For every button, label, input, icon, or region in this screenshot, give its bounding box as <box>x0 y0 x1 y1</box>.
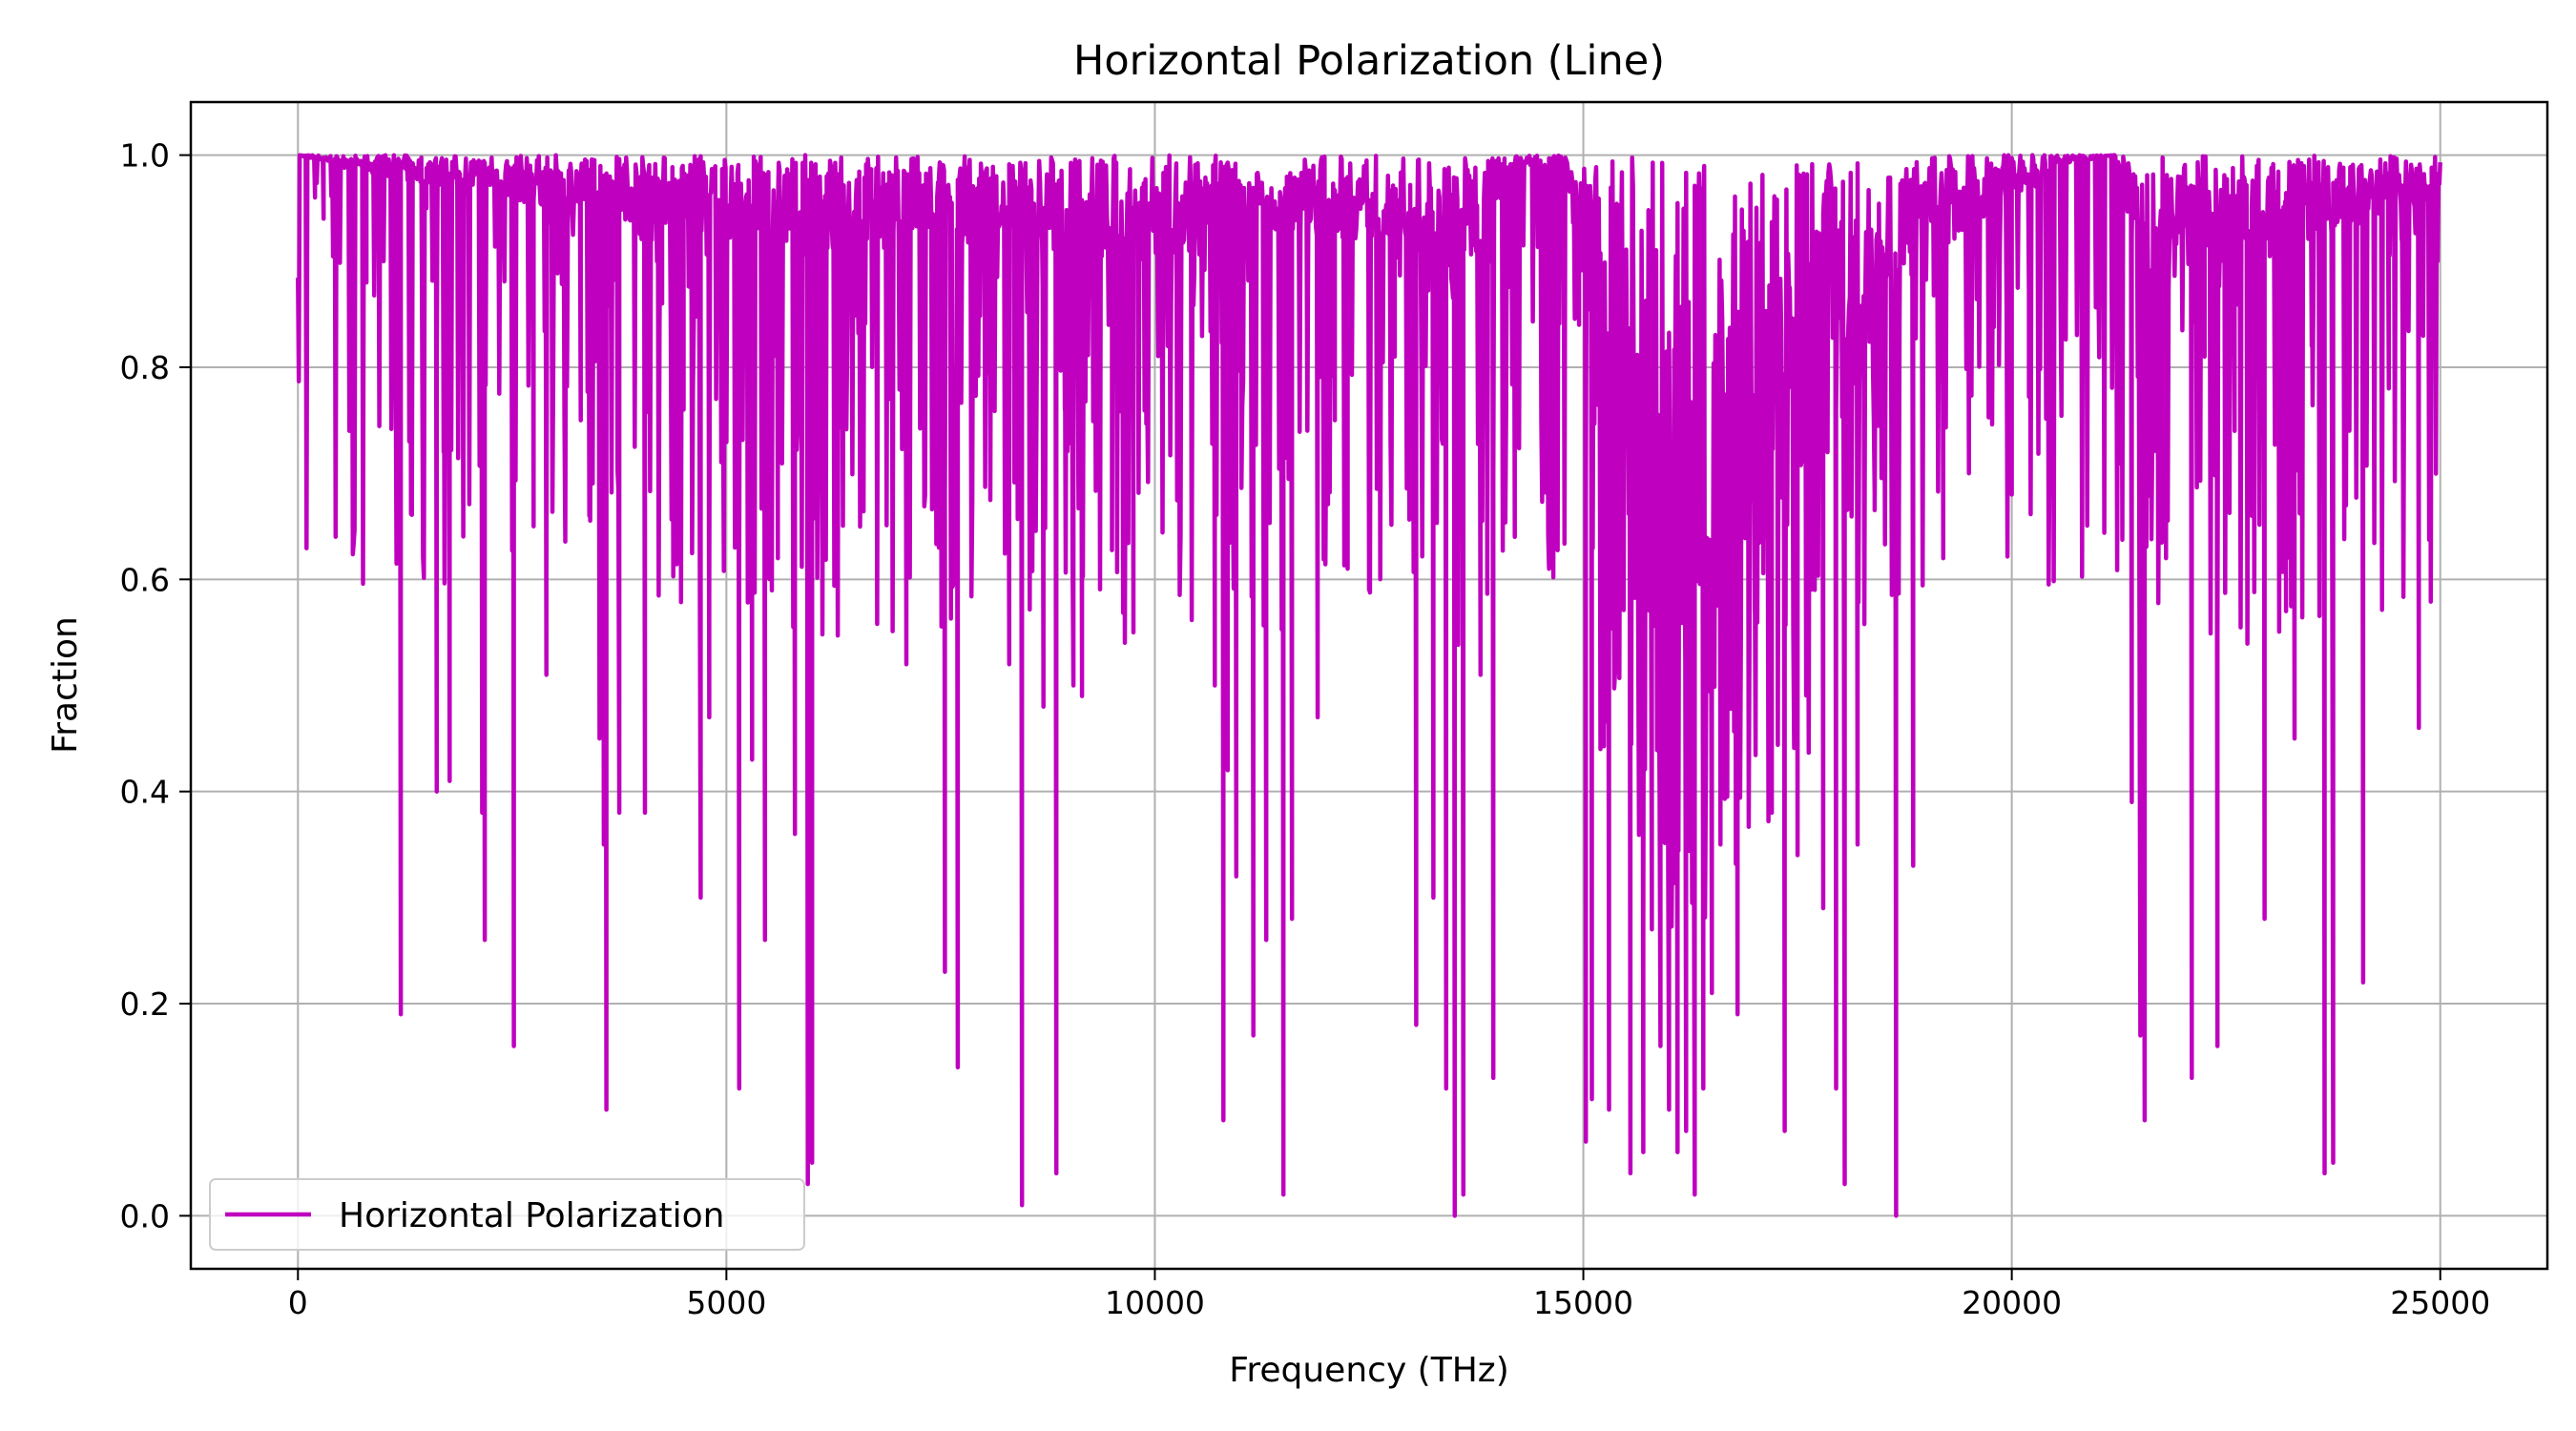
plot-frame <box>189 100 2549 1271</box>
series-line-horizontal-polarization <box>296 153 2442 1218</box>
x-tick-label: 5000 <box>686 1284 766 1321</box>
x-tick-label: 10000 <box>1105 1284 1205 1321</box>
y-tick-label: 0.6 <box>120 561 170 598</box>
y-axis-label: Fraction <box>46 616 85 754</box>
x-tick-label: 25000 <box>2390 1284 2490 1321</box>
axis-ticks: 0 5000 10000 15000 20000 25000 0.0 0.2 0.4 0.6 0.8… <box>120 137 2491 1321</box>
y-tick-label: 0.0 <box>120 1197 170 1234</box>
chart-title: Horizontal Polarization (Line) <box>1073 37 1665 85</box>
y-tick-label: 0.2 <box>120 985 170 1023</box>
y-tick-label: 0.8 <box>120 349 170 386</box>
y-tick-label: 0.4 <box>120 774 170 811</box>
x-tick-label: 15000 <box>1533 1284 1633 1321</box>
x-axis-label: Frequency (THz) <box>1229 1351 1508 1390</box>
legend: Horizontal Polarization <box>209 1178 805 1251</box>
legend-box <box>209 1178 805 1251</box>
x-tick-label: 0 <box>288 1284 308 1321</box>
legend-label: Horizontal Polarization <box>339 1196 725 1235</box>
x-tick-label: 20000 <box>1962 1284 2062 1321</box>
y-tick-label: 1.0 <box>120 137 170 175</box>
series-layer <box>296 153 2442 1218</box>
